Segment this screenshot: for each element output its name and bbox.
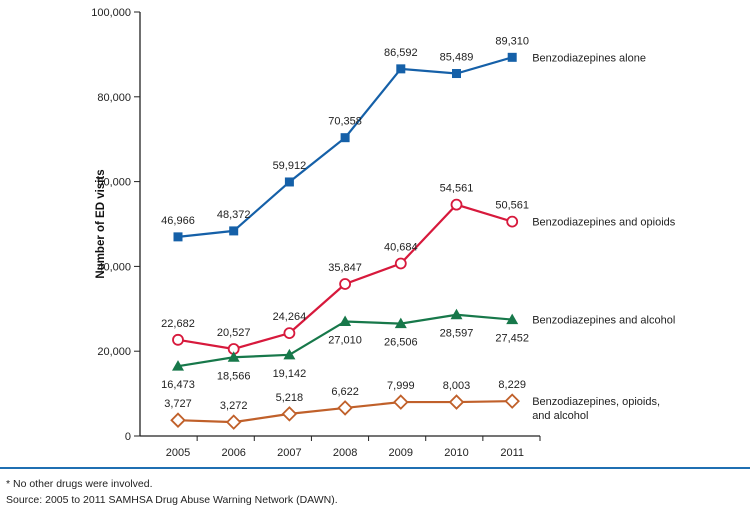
x-tick-label: 2011: [500, 447, 524, 459]
y-tick-label: 100,000: [91, 7, 131, 19]
y-tick-label: 60,000: [97, 177, 131, 189]
data-point-circle: [394, 257, 407, 270]
data-label: 16,473: [161, 379, 195, 391]
data-label: 26,506: [384, 337, 418, 349]
series-label: Benzodiazepines and opioids: [532, 217, 676, 229]
data-point-circle: [506, 215, 519, 228]
source-note: Source: 2005 to 2011 SAMHSA Drug Abuse W…: [6, 494, 338, 506]
data-label: 86,592: [384, 47, 418, 59]
data-label: 50,561: [495, 200, 529, 212]
data-point-square: [284, 177, 294, 187]
data-label: 6,622: [331, 386, 359, 398]
footnote: * No other drugs were involved.: [6, 478, 153, 490]
data-label: 54,561: [440, 183, 474, 195]
data-label: 40,684: [384, 241, 418, 253]
data-label: 24,264: [273, 311, 307, 323]
data-point-diamond: [337, 400, 353, 416]
x-tick-label: 2005: [166, 447, 190, 459]
data-point-triangle: [172, 360, 184, 371]
data-label: 20,527: [217, 327, 251, 339]
data-point-square: [452, 69, 461, 79]
data-point-square: [173, 232, 183, 242]
footer-divider: [0, 467, 750, 469]
data-point-circle: [339, 278, 352, 290]
data-point-square: [340, 133, 350, 143]
data-point-diamond: [448, 394, 465, 410]
data-point-triangle: [394, 317, 407, 329]
data-label: 7,999: [387, 380, 415, 392]
data-label: 59,912: [273, 160, 307, 172]
data-point-circle: [450, 198, 463, 211]
y-axis-label: Number of ED visits: [95, 169, 107, 278]
data-point-square: [229, 226, 239, 236]
x-tick-label: 2010: [444, 447, 468, 459]
y-tick-label: 0: [125, 431, 131, 443]
series-label: Benzodiazepines alone: [532, 52, 646, 64]
data-label: 27,452: [495, 333, 529, 345]
data-label: 22,682: [161, 318, 195, 330]
x-tick-label: 2006: [221, 447, 245, 459]
series-label: Benzodiazepines and alcohol: [532, 315, 675, 327]
data-point-diamond: [170, 412, 186, 428]
x-tick-label: 2007: [277, 447, 301, 459]
series-label: Benzodiazepines, opioids,: [532, 396, 660, 408]
data-label: 5,218: [276, 392, 304, 404]
data-label: 8,229: [498, 379, 526, 391]
data-point-triangle: [506, 313, 519, 325]
data-label: 8,003: [443, 380, 471, 392]
y-tick-label: 20,000: [97, 346, 131, 358]
data-point-circle: [172, 333, 184, 346]
data-label: 48,372: [217, 209, 251, 221]
data-point-diamond: [393, 394, 409, 410]
series-label: and alcohol: [532, 410, 588, 422]
data-label: 89,310: [495, 35, 529, 47]
data-point-square: [507, 52, 517, 62]
data-label: 3,727: [164, 398, 192, 410]
data-label: 85,489: [440, 52, 474, 64]
x-tick-label: 2009: [389, 447, 413, 459]
data-label: 46,966: [161, 215, 195, 227]
data-label: 28,597: [440, 328, 474, 340]
data-point-diamond: [504, 393, 520, 409]
data-point-triangle: [227, 351, 240, 362]
data-label: 35,847: [328, 262, 362, 274]
y-tick-label: 40,000: [97, 261, 131, 273]
line-chart: 0 20,000 40,000 60,000 80,000 100,000 2005 2006…: [91, 7, 676, 459]
data-point-triangle: [283, 348, 296, 360]
y-tick-label: 80,000: [97, 92, 131, 104]
x-tick-label: 2008: [333, 447, 357, 459]
data-label: 3,272: [220, 400, 248, 412]
data-label: 18,566: [217, 370, 251, 382]
data-point-triangle: [450, 308, 463, 320]
data-point-square: [396, 64, 406, 74]
data-label: 70,358: [328, 116, 362, 128]
data-label: 19,142: [273, 368, 307, 380]
data-point-diamond: [225, 414, 242, 430]
data-point-triangle: [339, 315, 352, 326]
data-label: 27,010: [328, 334, 362, 346]
data-point-circle: [283, 327, 296, 340]
data-point-diamond: [281, 406, 298, 422]
